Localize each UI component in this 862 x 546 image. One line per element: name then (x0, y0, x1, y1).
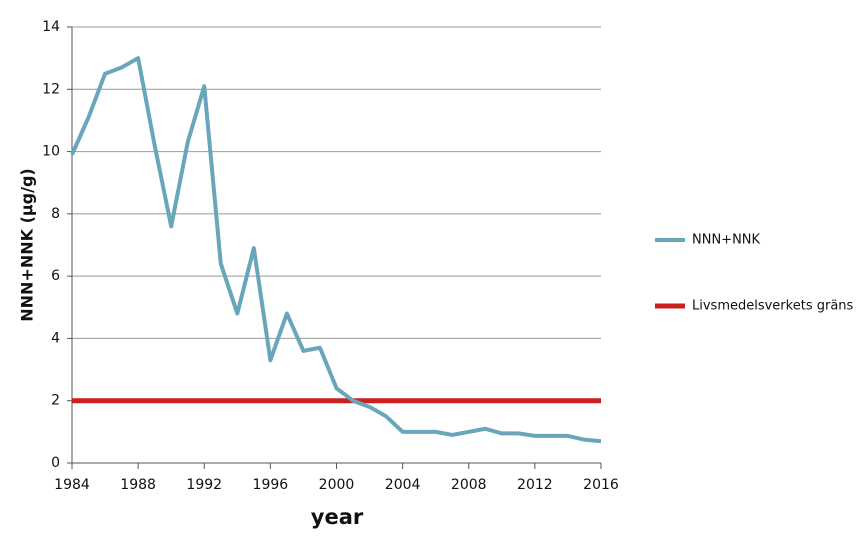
series-line (70, 56, 602, 444)
y-tick-label: 2 (51, 393, 60, 409)
y-tick-label: 12 (42, 81, 60, 97)
y-tick-label: 8 (51, 206, 60, 222)
x-tick-label: 2000 (319, 477, 355, 493)
y-tick-label: 10 (42, 144, 60, 160)
x-tick-label: 2016 (583, 477, 619, 493)
x-tick-label: 1984 (54, 477, 90, 493)
x-tick-label: 2012 (517, 477, 553, 493)
y-tick-label: 0 (51, 455, 60, 471)
legend-label: NNN+NNK (692, 233, 761, 248)
y-tick-label: 14 (42, 19, 60, 35)
x-tick-label: 1988 (120, 477, 156, 493)
x-axis-label: year (311, 505, 364, 529)
x-tick-label: 2004 (385, 477, 421, 493)
legend-label: Livsmedelsverkets gräns (692, 299, 854, 314)
x-tick-label: 1996 (253, 477, 289, 493)
y-tick-label: 6 (51, 268, 60, 284)
y-axis-label: NNN+NNK (µg/g) (18, 168, 37, 321)
x-tick-label: 2008 (451, 477, 487, 493)
x-tick-label: 1992 (186, 477, 222, 493)
y-tick-label: 4 (51, 330, 60, 346)
